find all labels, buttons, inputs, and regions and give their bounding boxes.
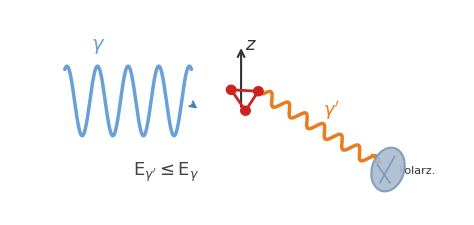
Text: Polarz.: Polarz. <box>399 165 436 175</box>
Text: $z$: $z$ <box>245 35 257 53</box>
Text: $\gamma$: $\gamma$ <box>91 37 105 56</box>
Circle shape <box>227 86 236 95</box>
Text: $\mathrm{E}_{\gamma'} \leq \mathrm{E}_{\gamma}$: $\mathrm{E}_{\gamma'} \leq \mathrm{E}_{\… <box>133 160 199 183</box>
Circle shape <box>241 107 250 116</box>
Circle shape <box>254 87 263 96</box>
Text: $\gamma'$: $\gamma'$ <box>323 99 339 122</box>
Ellipse shape <box>371 148 405 191</box>
